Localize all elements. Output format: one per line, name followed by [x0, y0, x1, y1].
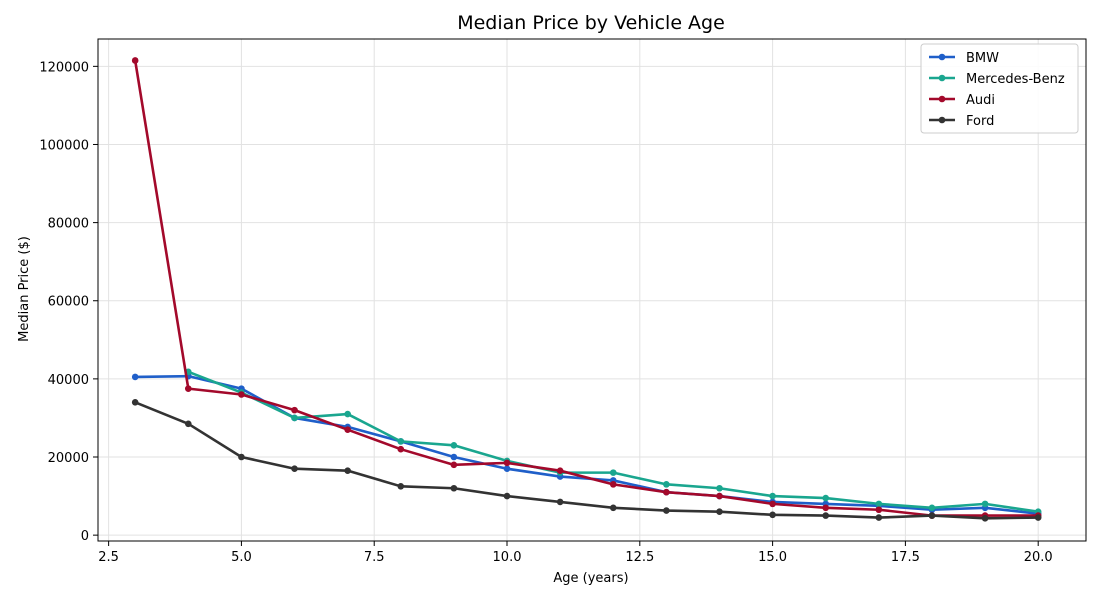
data-point-ford	[609, 504, 617, 512]
data-point-ford	[397, 483, 405, 490]
legend: BMW Mercedes-Benz Audi Ford	[920, 43, 1079, 134]
legend-item-ford: Ford	[929, 114, 994, 129]
data-point-audi	[450, 461, 458, 469]
data-point-audi	[609, 481, 617, 488]
x-tick-label: 20.0	[1024, 550, 1053, 565]
data-point-ford	[716, 508, 723, 516]
data-point-bmw	[450, 453, 458, 461]
data-point-audi	[344, 426, 351, 433]
data-point-ford	[769, 511, 776, 519]
x-tick-label: 15.0	[758, 550, 787, 565]
data-point-audi	[503, 459, 511, 467]
data-point-mercedes-benz	[769, 492, 776, 500]
chart-title: Median Price by Vehicle Age	[457, 12, 725, 34]
data-point-ford	[875, 514, 883, 521]
data-point-audi	[822, 504, 830, 512]
data-point-ford	[928, 512, 936, 519]
legend-item-audi: Audi	[929, 93, 995, 108]
legend-box	[920, 43, 1079, 134]
data-point-ford	[503, 492, 511, 500]
data-point-mercedes-benz	[981, 500, 989, 508]
data-point-mercedes-benz	[875, 500, 883, 508]
data-point-ford	[238, 453, 245, 461]
data-point-audi	[769, 500, 776, 508]
legend-swatch-marker	[938, 116, 946, 124]
data-point-mercedes-benz	[344, 410, 351, 418]
series-ford	[131, 399, 1042, 522]
legend-swatch-marker	[938, 53, 946, 61]
data-point-audi	[397, 445, 405, 453]
x-tick-label: 12.5	[625, 550, 654, 565]
legend-label: Mercedes-Benz	[966, 72, 1065, 87]
plot-frame	[97, 38, 1087, 542]
data-point-ford	[344, 467, 351, 474]
grid-lines	[98, 39, 1086, 541]
data-point-audi	[875, 506, 883, 514]
data-point-bmw	[131, 373, 139, 381]
x-tick-label: 5.0	[231, 550, 252, 565]
data-point-mercedes-benz	[609, 469, 617, 476]
x-tick-label: 7.5	[364, 550, 385, 565]
data-point-audi	[238, 391, 245, 398]
data-point-audi	[556, 467, 564, 474]
y-tick-label: 20000	[48, 451, 89, 466]
data-point-ford	[450, 484, 458, 492]
data-point-audi	[663, 488, 670, 496]
data-point-ford	[663, 507, 670, 514]
x-tick-label: 10.0	[493, 550, 522, 565]
data-point-audi	[291, 406, 298, 414]
data-point-mercedes-benz	[291, 414, 298, 422]
data-point-bmw	[503, 465, 511, 473]
data-point-audi	[131, 57, 139, 64]
data-point-ford	[556, 498, 564, 506]
legend-item-mercedes-benz: Mercedes-Benz	[929, 72, 1065, 87]
plot-series	[131, 57, 1042, 522]
y-tick-label: 100000	[39, 138, 89, 153]
data-point-ford	[981, 515, 989, 522]
data-point-ford	[1034, 514, 1042, 521]
series-line-bmw	[135, 374, 1039, 515]
y-axis-label: Median Price ($)	[17, 236, 32, 342]
data-point-audi	[716, 492, 723, 500]
data-point-mercedes-benz	[397, 438, 405, 445]
data-point-mercedes-benz	[450, 441, 458, 449]
axis-ticks: 2.5 5.0 7.5 10.0 12.5 15.0 17.5 20.0 0 20000 40000…	[39, 60, 1052, 565]
data-point-mercedes-benz	[822, 494, 830, 502]
series-line-mercedes-benz	[187, 370, 1039, 513]
series-mercedes-benz	[185, 368, 1042, 516]
legend-swatch-marker	[938, 95, 946, 103]
legend-label: Ford	[966, 114, 994, 129]
data-point-mercedes-benz	[928, 504, 936, 512]
x-axis-label: Age (years)	[553, 571, 628, 586]
x-tick-label: 2.5	[98, 550, 119, 565]
series-line-audi	[133, 60, 1039, 517]
legend-swatch-marker	[938, 74, 946, 82]
data-point-mercedes-benz	[716, 484, 723, 492]
data-point-ford	[185, 420, 192, 428]
y-tick-label: 40000	[48, 373, 89, 388]
data-point-ford	[131, 399, 139, 406]
data-point-ford	[822, 512, 830, 519]
y-tick-label: 80000	[48, 217, 89, 232]
x-tick-label: 17.5	[891, 550, 920, 565]
y-tick-label: 0	[81, 529, 89, 544]
data-point-ford	[291, 465, 298, 473]
y-tick-label: 120000	[39, 60, 89, 75]
y-tick-label: 60000	[48, 295, 89, 310]
legend-item-bmw: BMW	[929, 51, 999, 66]
data-point-mercedes-benz	[663, 481, 670, 488]
legend-label: BMW	[966, 51, 999, 66]
series-line-ford	[134, 401, 1039, 520]
data-point-audi	[185, 385, 192, 392]
legend-label: Audi	[966, 93, 995, 108]
